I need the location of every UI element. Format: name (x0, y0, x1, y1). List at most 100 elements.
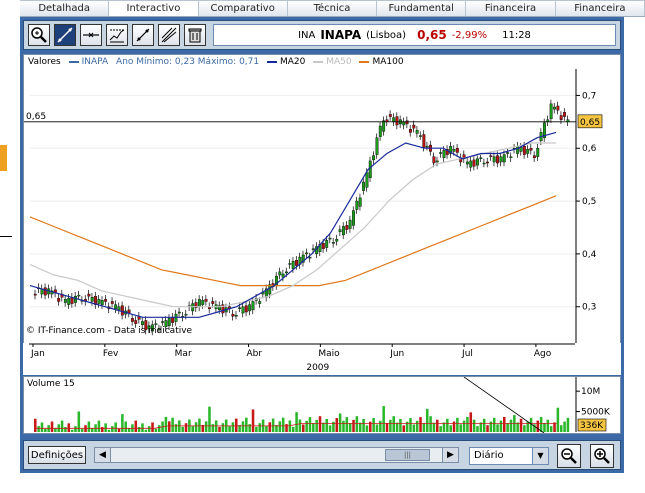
volume-bar (345, 417, 349, 432)
candle-body (77, 294, 81, 297)
volume-bar (342, 420, 345, 432)
volume-bar (425, 408, 429, 432)
period-select[interactable]: Diário ▼ (469, 447, 549, 465)
volume-chart[interactable]: Volume 15 10M 5000K 336K (23, 376, 621, 434)
candle-body (532, 155, 536, 158)
candle-body (419, 135, 422, 137)
volume-bar (539, 416, 543, 432)
x-tick-label: Maio (318, 349, 340, 359)
tab-comparativo[interactable]: Comparativo (198, 0, 288, 16)
side-rule (0, 236, 12, 237)
volume-bar (288, 420, 292, 432)
side-marker (0, 145, 7, 171)
volume-bar (459, 424, 462, 432)
tab-financeira[interactable]: Financeira (466, 0, 556, 16)
time-scrollbar[interactable]: ◀ ||| ▶ (94, 447, 459, 463)
settings-button[interactable]: Definições (28, 446, 86, 464)
candle-body (144, 320, 148, 331)
horizontal-line-icon[interactable] (80, 24, 102, 46)
candle-body (308, 256, 312, 259)
tab-interactivo[interactable]: Interactivo (109, 0, 199, 16)
volume-bar (523, 425, 526, 432)
scroll-left-arrow[interactable]: ◀ (95, 448, 111, 462)
volume-bar (479, 422, 483, 432)
line-tool-icon[interactable] (54, 24, 76, 46)
trash-icon[interactable] (184, 24, 206, 46)
candle-body (201, 300, 205, 305)
tab-financeira-2[interactable]: Financeira (555, 0, 645, 16)
volume-bar (295, 412, 298, 432)
volume-bar (503, 416, 506, 432)
volume-bar (168, 421, 171, 432)
scroll-thumb[interactable]: ||| (385, 449, 430, 461)
candle-body (516, 145, 520, 154)
volume-bar (117, 428, 121, 432)
volume-bar (399, 418, 402, 432)
volume-bar (446, 418, 449, 432)
regression-icon[interactable] (106, 24, 128, 46)
candle-body (492, 156, 496, 163)
candle-body (412, 124, 416, 129)
drawing-toolbar: INA INAPA (Lisboa) 0,65 -2,99% 11:28 (23, 20, 621, 50)
candle-body (425, 145, 429, 148)
volume-bar (509, 419, 513, 432)
volume-bar (258, 423, 261, 432)
volume-bar (462, 420, 466, 432)
zoom-icon[interactable] (28, 24, 50, 46)
candle-body (348, 219, 352, 229)
volume-bar (382, 406, 385, 432)
candle-body (33, 293, 37, 296)
volume-bar (553, 422, 556, 432)
legend-ma20-label: MA20 (279, 57, 306, 67)
fibonacci-icon[interactable] (158, 24, 180, 46)
volume-bar (285, 424, 288, 432)
volume-bar (529, 417, 533, 432)
zoom-in-icon[interactable] (590, 444, 614, 468)
candle-body (234, 314, 238, 317)
volume-bar (208, 406, 211, 432)
volume-bar (74, 426, 77, 432)
candle-body (104, 299, 108, 302)
candle-body (486, 161, 489, 164)
legend-ma50-label: MA50 (326, 57, 352, 67)
candle-body (147, 325, 151, 330)
volume-bar (392, 416, 395, 432)
volume-bar (147, 426, 151, 432)
candle-body (345, 225, 349, 230)
legend-ma100-label: MA100 (372, 57, 404, 67)
price-chart[interactable]: Valores INAPA Ano Mínimo: 0,23 Máximo: 0… (23, 54, 621, 375)
candle-body (110, 301, 114, 304)
volume-bar (238, 425, 241, 432)
candle-body (140, 321, 144, 325)
volume-bar (144, 429, 148, 432)
candle-body (197, 299, 201, 307)
candle-body (375, 137, 379, 155)
candle-body (522, 145, 526, 155)
x-axis-ticks: Jan Fev Mar Abr Maio Jun Jul Ago 2009 (29, 343, 575, 373)
volume-bar (34, 418, 37, 432)
candle-body (204, 299, 208, 302)
volume-bar (37, 426, 40, 432)
symbol: INAPA (320, 28, 362, 42)
volume-bar (379, 420, 382, 432)
candle-body (295, 260, 298, 266)
zoom-out-icon[interactable] (557, 444, 581, 468)
legend-valores: Valores (28, 57, 61, 67)
tab-detalhada[interactable]: Detalhada (20, 0, 110, 16)
tab-fundamental[interactable]: Fundamental (377, 0, 467, 16)
period-value: Diário (474, 450, 504, 461)
trend-icon[interactable] (132, 24, 154, 46)
volume-bar (251, 409, 255, 432)
volume-bar (198, 418, 201, 432)
tab-tecnica[interactable]: Técnica (287, 0, 378, 16)
candle-body (244, 305, 248, 313)
bottom-toolbar: Definições ◀ ||| ▶ Diário ▼ (23, 440, 621, 470)
scroll-right-arrow[interactable]: ▶ (442, 448, 458, 462)
volume-plot: 10M 5000K 336K (34, 377, 611, 433)
y-tick-label: 0,3 (582, 303, 596, 313)
volume-bar (402, 425, 406, 432)
x-tick-label: Ago (534, 349, 552, 359)
page-footer-space (0, 473, 645, 493)
candle-body (120, 305, 124, 316)
volume-bar (419, 417, 422, 432)
